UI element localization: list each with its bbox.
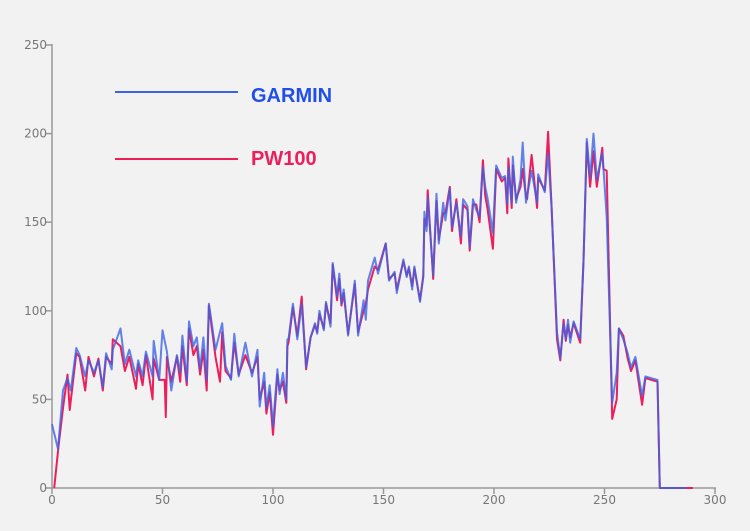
x-tick-label: 0 — [48, 493, 56, 507]
series-line-garmin — [51, 132, 687, 489]
x-tick-label: 50 — [155, 493, 170, 507]
legend-label-pw100: PW100 — [251, 148, 317, 170]
axes — [51, 44, 716, 489]
legend: GARMIN PW100 — [115, 85, 332, 170]
x-tick-label: 150 — [372, 493, 395, 507]
series-line-pw100 — [53, 130, 693, 489]
x-tick-label: 300 — [704, 493, 727, 507]
y-tick-label: 50 — [32, 392, 47, 406]
legend-label-garmin: GARMIN — [251, 85, 332, 107]
y-tick-label: 250 — [24, 38, 47, 52]
x-tick-label: 100 — [262, 493, 285, 507]
x-tick-label: 200 — [483, 493, 506, 507]
y-tick-label: 150 — [24, 215, 47, 229]
y-tick-label: 200 — [24, 127, 47, 141]
y-tick-label: 0 — [39, 481, 47, 495]
x-tick-label: 250 — [593, 493, 616, 507]
y-tick-label: 100 — [24, 304, 47, 318]
